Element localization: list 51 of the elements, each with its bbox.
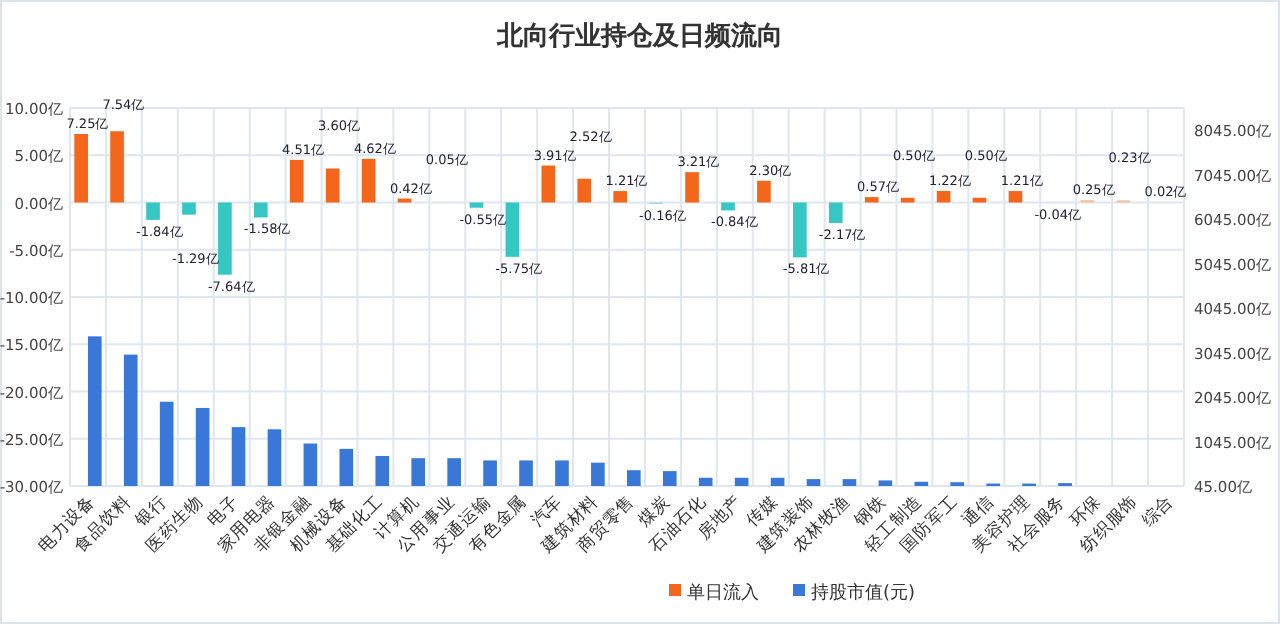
bar — [864, 197, 879, 203]
legend-label: 单日流入 — [687, 582, 759, 604]
bar — [900, 197, 915, 203]
bar — [1008, 191, 1023, 203]
bar — [231, 427, 246, 486]
bar — [339, 448, 354, 486]
bar — [267, 429, 282, 486]
bar — [698, 477, 713, 486]
bar — [195, 407, 210, 486]
bar — [734, 477, 749, 486]
bar — [483, 460, 497, 486]
bar — [828, 202, 843, 224]
bar — [721, 202, 735, 211]
bar — [627, 470, 641, 486]
bar — [577, 178, 592, 203]
bar — [972, 197, 987, 203]
bar — [447, 458, 461, 486]
x-tick-label: 综合 — [1137, 490, 1179, 532]
bar — [303, 443, 318, 486]
bar — [519, 460, 533, 486]
bar — [159, 401, 174, 486]
bar — [806, 479, 821, 486]
bar — [218, 202, 232, 275]
bar — [793, 202, 807, 258]
bar — [325, 168, 340, 203]
bar — [591, 462, 605, 486]
legend-label: 持股市值(元) — [811, 582, 916, 604]
bar — [375, 455, 390, 486]
bar — [842, 479, 857, 486]
bar — [110, 131, 124, 203]
bar — [613, 191, 627, 203]
bar — [469, 202, 484, 208]
bar — [411, 458, 426, 486]
bar — [505, 202, 520, 257]
bar — [685, 172, 699, 203]
bar — [541, 165, 556, 203]
bar — [74, 133, 88, 203]
bar — [757, 180, 771, 203]
bar — [555, 460, 569, 486]
bar — [878, 480, 893, 486]
chart-title: 北向行业持仓及日频流向 — [495, 20, 783, 52]
bar — [123, 354, 138, 486]
bar — [662, 471, 677, 486]
bar — [87, 336, 102, 486]
bar — [182, 202, 196, 215]
bar — [361, 158, 376, 203]
bar — [146, 202, 160, 220]
bar — [253, 202, 268, 218]
bar — [289, 159, 304, 203]
bar — [936, 190, 951, 203]
bar — [770, 477, 785, 486]
